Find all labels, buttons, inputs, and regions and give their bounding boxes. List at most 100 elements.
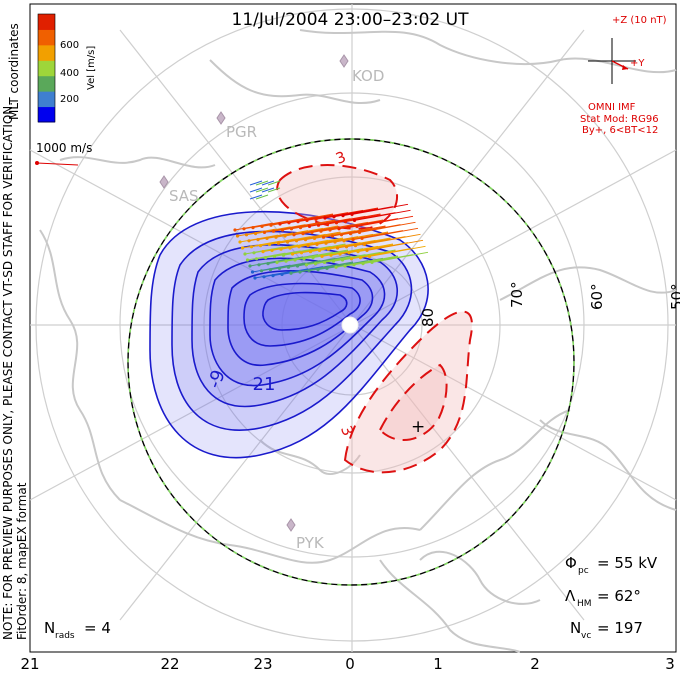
- velocity-vector-origin: [320, 254, 324, 258]
- velocity-vector-origin: [245, 258, 250, 262]
- velocity-vector-origin: [279, 247, 283, 251]
- lat-label-50: 50°: [668, 283, 680, 310]
- velocity-vector-origin: [347, 251, 351, 255]
- velocity-vector-origin: [370, 260, 374, 264]
- velocity-vector-origin: [268, 268, 273, 272]
- velocity-vector-origin: [324, 241, 328, 245]
- velocity-vector-origin: [271, 274, 275, 278]
- stats-block: Φ pc = 55 kV Λ HM = 62° N vc = 197 N rad…: [44, 554, 658, 641]
- velocity-vector-origin: [329, 253, 333, 257]
- velocity-vector-origin: [263, 256, 268, 260]
- colorbar-swatch: [38, 44, 55, 61]
- velocity-vector: [267, 187, 281, 193]
- mlt-label-2: 2: [530, 655, 540, 673]
- velocity-vector-origin: [267, 242, 272, 246]
- mlt-label-0: 0: [345, 655, 355, 673]
- velocity-vector-origin: [278, 222, 282, 226]
- velocity-vector: [255, 180, 269, 186]
- velocity-vector: [351, 203, 409, 215]
- velocity-vector: [261, 180, 275, 186]
- velocity-vector-origin: [261, 250, 265, 254]
- colorbar-swatch: [38, 91, 55, 108]
- imf-y-label: +Y: [630, 58, 645, 69]
- velocity-vector-origin: [340, 258, 345, 262]
- velocity-vector-origin: [313, 262, 318, 266]
- velocity-vector-origin: [332, 215, 336, 219]
- velocity-vector-origin: [333, 240, 337, 244]
- velocity-vector-origin: [357, 230, 362, 234]
- velocity-vector-origin: [254, 257, 259, 261]
- velocity-vector-origin: [343, 264, 347, 268]
- velocity-vector-origin: [289, 227, 294, 231]
- velocity-vector-origin: [240, 246, 245, 250]
- velocity-vector-origin: [307, 224, 312, 228]
- velocity-vector-origin: [285, 240, 290, 244]
- velocity-vector-origin: [298, 226, 303, 230]
- colorbar-tick-600: 600: [60, 40, 79, 51]
- velocity-vector-origin: [316, 268, 320, 272]
- colorbar-tick-400: 400: [60, 68, 79, 79]
- reference-vector: 1000 m/s: [35, 141, 92, 166]
- velocity-vector-origin: [319, 229, 323, 233]
- colorbar-swatch: [38, 75, 55, 92]
- velocity-vector-origin: [235, 234, 240, 238]
- velocity-vector-origin: [292, 233, 296, 237]
- imf-panel: +Z (10 nT) +Y OMNI IMF Stat Mod: RG96 By…: [580, 15, 667, 136]
- velocity-vector-origin: [262, 230, 267, 234]
- dawn-cell-center: +: [411, 417, 425, 437]
- velocity-vector-origin: [321, 235, 326, 239]
- imf-source: OMNI IMF: [588, 102, 636, 113]
- coords-label: MLT coordinates: [7, 23, 21, 120]
- lat-label-80: 80: [419, 308, 437, 327]
- velocity-vector-origin: [302, 257, 306, 261]
- station-pyk: PYK: [296, 534, 325, 552]
- velocity-vector-origin: [286, 265, 291, 269]
- colorbar-swatch: [38, 106, 55, 123]
- velocity-vector-origin: [294, 239, 299, 243]
- velocity-vector-origin: [334, 221, 339, 225]
- velocity-vector-origin: [355, 224, 359, 228]
- velocity-vector-origin: [257, 263, 261, 267]
- velocity-vector-origin: [262, 275, 266, 279]
- velocity-vector-origin: [341, 214, 345, 218]
- velocity-vector-origin: [256, 238, 260, 242]
- colorbar-swatch: [38, 14, 55, 30]
- velocity-vector-origin: [296, 220, 300, 224]
- velocity-vector-origin: [352, 218, 357, 222]
- velocity-vector-origin: [280, 272, 284, 276]
- velocity-vector-origin: [270, 248, 274, 252]
- velocity-vector-origin: [290, 252, 295, 256]
- station-sas: SAS: [169, 187, 199, 205]
- velocity-vector-origin: [307, 269, 311, 273]
- velocity-vector-origin: [349, 257, 354, 261]
- stat-lambda-value: = 62°: [597, 587, 641, 605]
- velocity-vector-origin: [353, 244, 358, 248]
- velocity-vector-origin: [351, 238, 355, 242]
- velocity-vector-origin: [328, 228, 332, 232]
- velocity-vector: [255, 194, 269, 200]
- velocity-vector-origin: [288, 246, 292, 250]
- velocity-vector: [249, 187, 263, 193]
- velocity-vector-origin: [253, 276, 257, 280]
- stat-nvc-label: N: [570, 619, 581, 637]
- velocity-vector-origin: [361, 262, 365, 266]
- velocity-vector-origin: [304, 263, 309, 267]
- velocity-vector: [359, 221, 416, 233]
- velocity-vector-origin: [362, 242, 367, 246]
- velocity-vector-origin: [269, 223, 273, 227]
- velocity-vector-origin: [289, 271, 293, 275]
- latitude-labels: 80 70° 60° 50°: [419, 281, 680, 327]
- velocity-vector-origin: [280, 228, 285, 232]
- velocity-vector-origin: [265, 236, 269, 240]
- mlt-label-22: 22: [160, 655, 179, 673]
- velocity-vector-origin: [305, 218, 309, 222]
- stat-phi-sub: pc: [578, 566, 589, 576]
- velocity-vector-origin: [238, 240, 242, 244]
- velocity-vector: [249, 180, 263, 186]
- stat-phi-value: = 55 kV: [597, 554, 658, 572]
- velocity-vector: [356, 215, 414, 227]
- velocity-vector-origin: [287, 221, 291, 225]
- imf-z-label: +Z (10 nT): [612, 15, 667, 26]
- velocity-vector-origin: [335, 246, 340, 250]
- velocity-vector-origin: [303, 238, 308, 242]
